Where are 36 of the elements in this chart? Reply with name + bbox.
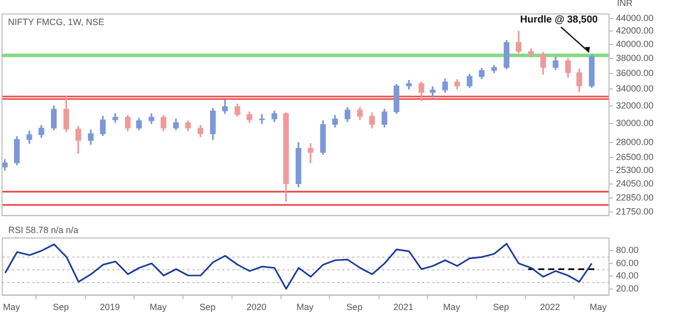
x-tick-label: Sep [52,302,69,312]
y-axis-title: INR [617,0,633,8]
x-tick-label: Sep [492,302,509,312]
x-tick-label: May [296,302,314,312]
x-tick-label: 2020 [246,302,266,312]
text: RSI 58.78 n/a n/a [8,224,78,235]
y-tick-label: 80.00 [616,245,639,256]
y-tick-label: 40000.00 [616,38,654,49]
y-tick-label: 30000.00 [616,118,654,128]
chart-title: NIFTY FMCG, 1W, NSE [8,16,104,27]
y-tick-label: 60.00 [616,258,639,268]
y-tick-label: 32000.00 [616,100,654,110]
x-tick-label: Sep [346,302,362,312]
y-tick-label: 28000.00 [616,136,654,147]
y-tick-label: 36000.00 [616,68,654,78]
y-tick-label: 26500.00 [616,152,654,162]
y-tick-label: 40.00 [616,270,639,281]
x-tick-label: Sep [199,302,216,312]
x-tick-label: May [150,302,168,312]
x-tick-label: May [3,302,21,312]
y-tick-label: 24050.00 [616,178,654,189]
x-tick-label: 2022 [540,302,560,312]
y-tick-label: 44000.00 [616,12,654,23]
y-tick-label: 20.00 [616,283,639,294]
x-tick-label: 2021 [393,302,414,312]
y-tick-label: 21750.00 [616,206,654,216]
candlestick [308,143,314,164]
y-tick-label: 25300.00 [616,164,654,175]
y-tick-label: 34000.00 [616,84,654,94]
y-tick-label: 22850.00 [616,192,654,203]
y-tick-label: 38000.00 [616,53,654,64]
y-tick-label: 42000.00 [616,26,654,36]
x-tick-label: May [443,302,461,312]
annotation: Hurdle @ 38,500 [520,14,598,26]
x-tick-label: May [590,302,608,312]
x-tick-label: 2019 [100,302,120,312]
